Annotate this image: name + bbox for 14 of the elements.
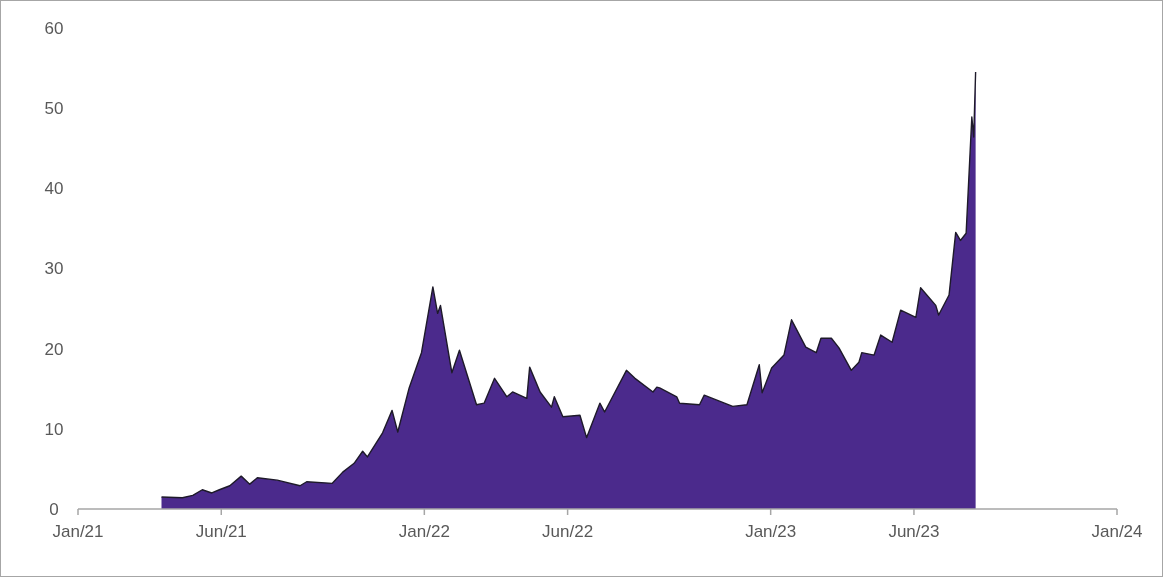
y-tick-label: 20 (44, 339, 64, 359)
x-tick-label: Jun/21 (195, 522, 247, 541)
y-tick-label: 0 (49, 499, 59, 519)
y-tick-label: 60 (44, 18, 64, 38)
x-tick-label: Jan/22 (398, 522, 450, 541)
x-tick-label: Jan/24 (1091, 522, 1143, 541)
y-tick-label: 10 (44, 419, 64, 439)
x-tick-label: Jan/23 (745, 522, 797, 541)
x-tick-label: Jan/21 (52, 522, 104, 541)
y-tick-label: 50 (44, 99, 64, 119)
y-tick-label: 30 (44, 259, 64, 279)
x-tick-label: Jun/22 (542, 522, 594, 541)
x-tick-label: Jun/23 (888, 522, 940, 541)
y-tick-label: 40 (44, 179, 64, 199)
